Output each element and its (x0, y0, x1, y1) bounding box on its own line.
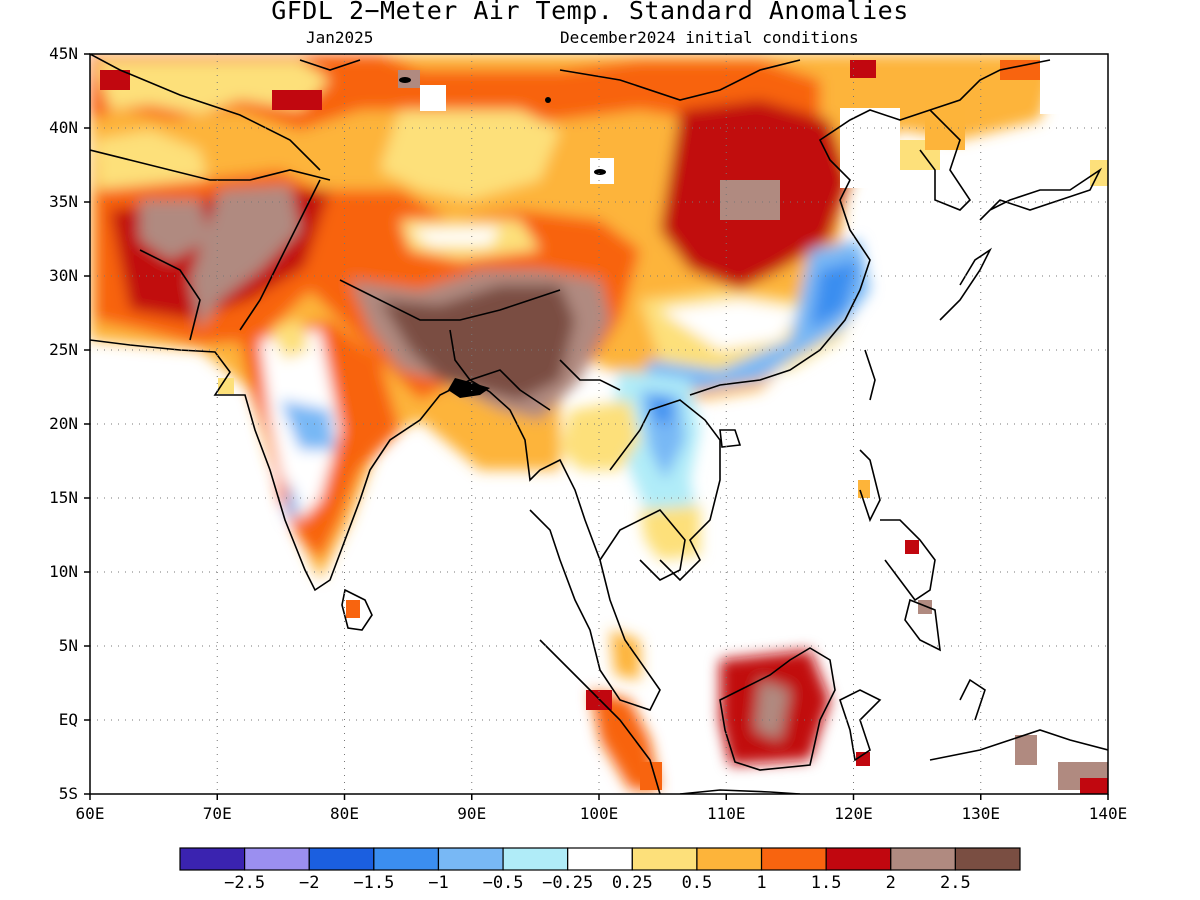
colorbar-label: 0.5 (681, 873, 713, 893)
latitude-label: 20N (49, 414, 78, 433)
colorbar (179, 847, 1021, 871)
longitude-label: 90E (457, 804, 487, 823)
longitude-label: 130E (961, 804, 1001, 823)
colorbar-label: −2 (298, 873, 320, 893)
longitude-label: 100E (579, 804, 619, 823)
colorbar-label: −2.5 (224, 873, 266, 893)
colorbar-swatch (308, 847, 375, 871)
axis-tick-marks (84, 53, 1109, 800)
colorbar-label: 2 (885, 873, 896, 893)
colorbar-label: −0.5 (482, 873, 524, 893)
map-title: GFDL 2−Meter Air Temp. Standard Anomalie… (271, 0, 909, 25)
colorbar-swatch (760, 847, 827, 871)
longitude-label: 140E (1088, 804, 1128, 823)
longitude-label: 110E (706, 804, 746, 823)
coastlines (90, 54, 1108, 794)
latitude-label: EQ (58, 710, 78, 729)
colorbar-label: −1 (428, 873, 449, 893)
colorbar-label: −1.5 (353, 873, 395, 893)
longitude-label: 80E (330, 804, 359, 823)
lakes-and-islands (399, 77, 606, 398)
colorbar-swatch (244, 847, 310, 871)
latitude-label: 10N (49, 562, 78, 581)
colorbar-swatch (567, 847, 633, 871)
forecast-month: Jan2025 (306, 28, 374, 47)
latitude-label: 45N (49, 44, 78, 63)
colorbar-label: −0.25 (542, 873, 594, 893)
anomaly-field (90, 54, 1108, 794)
colorbar-swatch (179, 847, 246, 871)
colorbar-swatch (890, 847, 956, 871)
latitude-label: 25N (49, 340, 78, 359)
colorbar-swatch (631, 847, 698, 871)
latitude-label: 5N (58, 636, 78, 655)
colorbar-label: 2.5 (940, 873, 971, 893)
colorbar-swatch (696, 847, 763, 871)
latitude-label: 40N (49, 118, 78, 137)
initial-conditions: December2024 initial conditions (560, 28, 859, 47)
longitude-label: 60E (75, 804, 105, 823)
colorbar-swatch (825, 847, 892, 871)
colorbar-label: 1 (756, 873, 767, 893)
longitude-label: 70E (202, 804, 232, 823)
latitude-label: 35N (49, 192, 78, 211)
longitude-label: 120E (834, 804, 873, 823)
latitude-label: 5S (58, 784, 78, 803)
colorbar-swatch (502, 847, 569, 871)
latitude-label: 30N (49, 266, 78, 285)
colorbar-label: 0.25 (611, 873, 653, 893)
colorbar-label: 1.5 (810, 873, 842, 893)
colorbar-swatch (373, 847, 440, 871)
latitude-label: 15N (49, 488, 78, 507)
gridlines (90, 54, 1108, 794)
colorbar-swatch (437, 847, 504, 871)
colorbar-swatch (954, 847, 1021, 871)
